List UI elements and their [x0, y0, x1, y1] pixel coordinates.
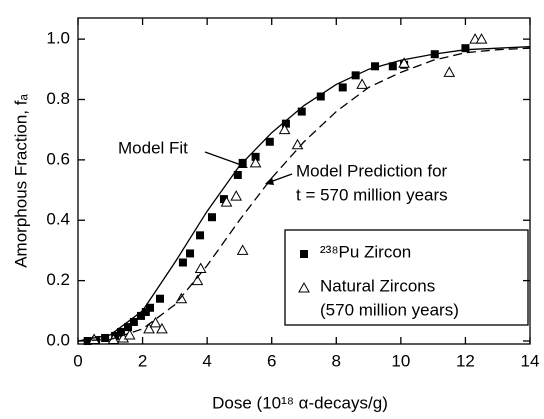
square-point — [116, 327, 125, 336]
x-tick-label: 0 — [73, 351, 82, 370]
square-point — [111, 331, 120, 340]
model-curve — [77, 46, 531, 342]
triangle-point — [175, 292, 188, 304]
square-point — [186, 249, 195, 258]
annotation: t = 570 million years — [296, 185, 448, 204]
square-point — [461, 44, 470, 53]
y-axis-label: Amorphous Fraction, fₐ — [11, 94, 30, 268]
triangle-point — [443, 66, 456, 77]
square-point — [129, 317, 138, 326]
x-tick-label: 10 — [391, 351, 410, 370]
square-point — [136, 311, 145, 320]
square-point — [316, 92, 325, 101]
plot-frame — [77, 17, 531, 345]
arrow — [269, 173, 293, 183]
triangle-point — [236, 244, 249, 255]
square-point — [281, 119, 290, 128]
triangle-point — [149, 316, 162, 328]
triangle-point — [220, 196, 233, 207]
triangle-point — [356, 78, 368, 89]
triangle-point — [143, 322, 155, 334]
triangle-point — [191, 274, 204, 286]
square-point — [388, 62, 397, 71]
square-point — [297, 107, 306, 116]
legend-label: (570 million years) — [320, 300, 459, 319]
y-tick-label: 0.4 — [46, 210, 70, 229]
triangle-point — [475, 33, 488, 44]
legend-label: Natural Zircons — [320, 276, 435, 295]
triangle-point — [278, 123, 291, 135]
y-tick-label: 0.8 — [46, 89, 70, 108]
y-tick-label: 1.0 — [46, 29, 70, 48]
square-point — [338, 83, 347, 92]
x-tick-label: 12 — [456, 351, 475, 370]
annotation: Model Prediction for — [296, 161, 448, 180]
x-tick-label: 2 — [138, 351, 147, 370]
x-tick-label: 8 — [332, 351, 341, 370]
square-point — [265, 137, 274, 146]
arrowhead — [265, 177, 274, 185]
model-curve — [77, 47, 531, 342]
y-tick-label: 0.6 — [46, 149, 70, 168]
square-point — [371, 62, 380, 71]
arrow — [204, 151, 245, 167]
square-point — [101, 333, 110, 342]
square-point — [145, 303, 154, 312]
triangle-point — [230, 190, 243, 201]
legend-label: ²³⁸Pu Zircon — [320, 242, 411, 261]
square-point — [141, 308, 150, 317]
legend-box — [284, 229, 529, 326]
y-tick-label: 0.0 — [46, 330, 70, 349]
square-point — [196, 231, 205, 240]
triangle-point — [249, 156, 262, 168]
square-point — [124, 323, 133, 332]
square-point — [207, 213, 216, 222]
annotation: Model Fit — [118, 138, 188, 157]
square-point — [233, 170, 242, 179]
square-point — [251, 152, 260, 161]
x-axis-label: Dose (10¹⁸ α-decays/g) — [212, 393, 388, 412]
square-point — [178, 258, 187, 267]
square-point — [219, 195, 228, 204]
square-point — [83, 336, 92, 345]
x-tick-label: 4 — [202, 351, 211, 370]
x-tick-label: 6 — [267, 351, 276, 370]
triangle-point — [298, 281, 310, 293]
y-tick-label: 0.2 — [46, 270, 70, 289]
square-point — [300, 250, 308, 258]
triangle-point — [194, 262, 207, 274]
square-point — [156, 294, 165, 303]
x-tick-label: 14 — [521, 351, 540, 370]
triangle-point — [398, 57, 410, 68]
triangle-point — [156, 322, 168, 334]
